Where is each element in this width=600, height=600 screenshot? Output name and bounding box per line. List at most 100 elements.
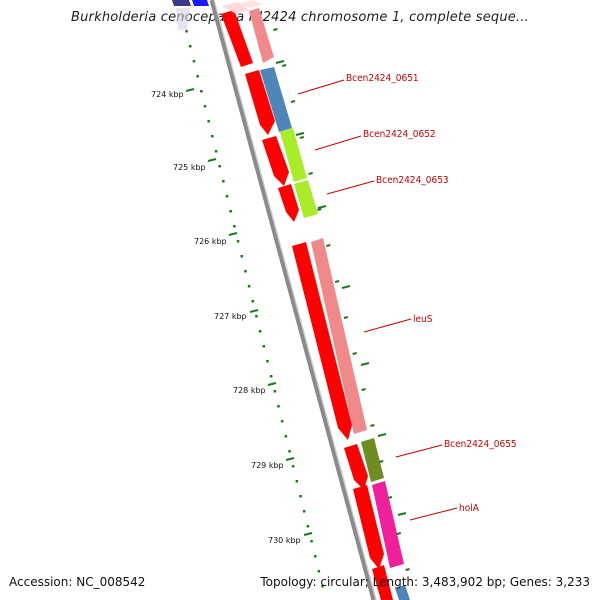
scale-dot — [185, 30, 188, 33]
scale-dot — [317, 570, 321, 573]
scale-dot — [251, 300, 254, 303]
sequence-backbone — [209, 0, 377, 600]
gene-arrow — [372, 565, 393, 600]
feature-fragment — [192, 0, 209, 6]
minor-tick — [334, 280, 340, 283]
scale-dot — [262, 345, 265, 348]
minor-tick — [308, 172, 313, 175]
scale-dot — [214, 150, 218, 153]
tick-mark — [207, 158, 217, 162]
gene-label[interactable]: leuS — [413, 314, 433, 325]
feature-track-ticks — [275, 60, 407, 516]
tick-mark — [303, 532, 313, 536]
cog-genes — [222, 0, 410, 600]
tick-label-729: 729 kbp — [251, 461, 284, 470]
gene-label[interactable]: Bcen2424_0653 — [376, 175, 449, 186]
minor-tick — [396, 532, 402, 535]
minor-tick — [343, 316, 349, 319]
scale-dot — [284, 435, 288, 438]
scale-dot — [211, 135, 214, 138]
scale-dot — [229, 210, 232, 213]
gene-arrow — [262, 136, 289, 186]
scale-dot — [266, 360, 269, 363]
scale-dot — [192, 60, 196, 63]
minor-tick — [299, 136, 305, 139]
minor-tick — [290, 100, 296, 103]
cog-feature-magenta — [372, 481, 404, 568]
minor-tick — [387, 496, 393, 499]
gene-labels: Bcen2424_0651 Bcen2424_0652 Bcen2424_065… — [346, 73, 517, 514]
scale-dot — [291, 465, 295, 468]
scale-dot — [196, 75, 199, 78]
cog-feature-olive — [361, 438, 384, 482]
scale-dot — [222, 180, 225, 183]
cog-feature-pink — [311, 238, 367, 434]
gene-label[interactable]: Bcen2424_0651 — [346, 73, 419, 84]
scale-dot — [240, 255, 243, 258]
gene-arrow — [221, 10, 253, 67]
minor-tick — [273, 28, 278, 31]
minor-tick — [352, 352, 357, 355]
gene-label[interactable]: Bcen2424_0652 — [363, 129, 436, 140]
minor-tick — [405, 568, 410, 571]
tick-mark — [267, 382, 277, 386]
scale-dot — [207, 120, 210, 123]
scale-dot — [280, 420, 284, 423]
tick-mark — [228, 232, 238, 236]
label-leaders — [297, 79, 458, 521]
cog-feature-lime — [294, 180, 318, 218]
scale-dot — [273, 390, 277, 393]
scale-dot — [277, 405, 280, 408]
scale-dots — [178, 0, 324, 588]
gene-label[interactable]: holA — [459, 503, 480, 514]
gene-arrow — [245, 70, 275, 135]
tick-mark — [185, 88, 195, 92]
tick-label-724: 724 kbp — [151, 90, 184, 99]
sequence-summary: Topology: circular; Length: 3,483,902 bp… — [260, 575, 590, 589]
cog-feature-pink — [249, 8, 274, 63]
scale-dot — [321, 585, 324, 588]
kbp-scale: 724 kbp 725 kbp 726 kbp 727 kbp 728 kbp … — [151, 88, 313, 545]
accession-text: Accession: NC_008542 — [9, 575, 146, 589]
gene-label[interactable]: Bcen2424_0655 — [444, 439, 517, 450]
scale-dot — [258, 330, 262, 333]
feature-fragment — [176, 8, 190, 30]
tick-mark — [249, 309, 259, 313]
scale-dot — [225, 195, 229, 198]
minor-tick — [370, 424, 375, 427]
cog-feature — [238, 0, 262, 8]
tick-mark — [285, 457, 295, 461]
scale-dot — [288, 450, 291, 453]
scale-dot — [203, 105, 207, 108]
tick-label-727: 727 kbp — [214, 312, 247, 321]
scale-dot — [200, 90, 203, 93]
tick-label-730: 730 kbp — [268, 536, 301, 545]
scale-dot — [299, 495, 302, 498]
minor-tick — [281, 64, 287, 67]
minor-tick — [361, 388, 366, 391]
cog-feature — [222, 2, 250, 14]
scale-dot — [236, 240, 240, 243]
feature-fragment — [172, 0, 191, 6]
gene-arrow — [292, 242, 352, 440]
scale-dot — [189, 45, 192, 48]
cog-feature-blue — [395, 585, 410, 600]
minor-tick — [378, 460, 384, 463]
minor-tick — [317, 208, 322, 211]
cog-feature-blue — [260, 67, 292, 132]
cog-feature-lime — [280, 128, 307, 182]
scale-dot — [218, 165, 221, 168]
scale-dot — [247, 285, 251, 288]
scale-dot — [310, 540, 313, 543]
tick-label-728: 728 kbp — [233, 386, 266, 395]
feature-track-minor-ticks — [273, 28, 410, 571]
scale-dot — [314, 555, 317, 558]
minor-tick — [326, 244, 331, 247]
gene-arrow — [278, 184, 299, 222]
scale-dot — [295, 480, 299, 483]
scale-dot — [255, 315, 258, 318]
scale-dot — [233, 225, 236, 228]
scale-dot — [302, 510, 306, 513]
scale-dot — [269, 375, 273, 378]
